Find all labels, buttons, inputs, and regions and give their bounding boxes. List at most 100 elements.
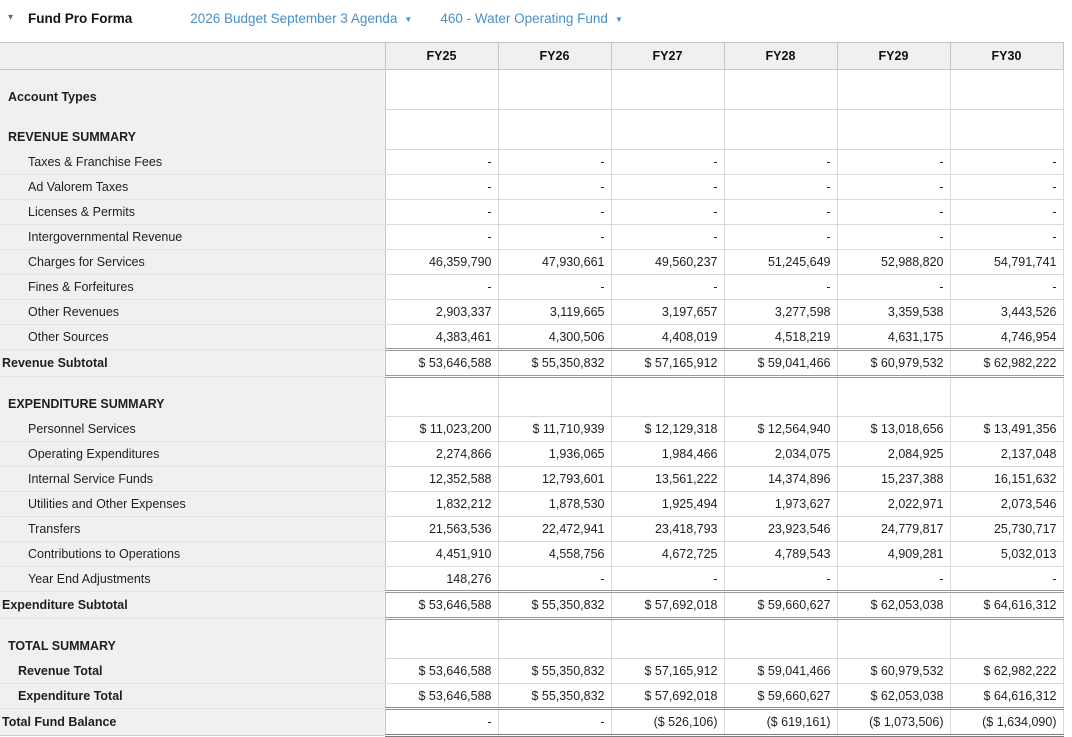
- cell-value: -: [497, 566, 612, 592]
- cell-value: -: [723, 224, 838, 250]
- cell-value: 4,383,461: [384, 324, 499, 350]
- cell-value: -: [610, 174, 725, 200]
- cell-value: -: [949, 274, 1064, 300]
- cell-value: $ 13,491,356: [949, 416, 1064, 442]
- table-row: Year End Adjustments 148,276- - - - -: [0, 566, 1064, 592]
- row-label: Operating Expenditures: [0, 441, 386, 467]
- cell-value: $ 11,710,939: [497, 416, 612, 442]
- cell-value: [949, 618, 1064, 659]
- cell-value: -: [384, 149, 499, 175]
- cell-value: [497, 109, 612, 150]
- row-label: Utilities and Other Expenses: [0, 491, 386, 517]
- cell-value: $ 62,982,222: [949, 348, 1064, 378]
- cell-value: 4,408,019: [610, 324, 725, 350]
- cell-value: -: [497, 274, 612, 300]
- collapse-arrow-icon[interactable]: ▾: [8, 12, 14, 23]
- cell-value: -: [723, 566, 838, 592]
- cell-value: -: [723, 174, 838, 200]
- cell-value: 2,034,075: [723, 441, 838, 467]
- cell-value: $ 60,979,532: [836, 658, 951, 684]
- budget-dropdown-label: 2026 Budget September 3 Agenda: [190, 10, 398, 26]
- cell-value: $ 59,041,466: [723, 348, 838, 378]
- cell-value: -: [610, 274, 725, 300]
- cell-value: $ 57,692,018: [610, 590, 725, 620]
- cell-value: 1,832,212: [384, 491, 499, 517]
- cell-value: 2,274,866: [384, 441, 499, 467]
- account-types-column-header: [0, 42, 386, 70]
- cell-value: -: [610, 199, 725, 225]
- cell-value: 4,451,910: [384, 541, 499, 567]
- cell-value: -: [836, 149, 951, 175]
- cell-value: [497, 69, 612, 110]
- cell-value: -: [836, 274, 951, 300]
- cell-value: $ 64,616,312: [949, 683, 1064, 710]
- cell-value: 4,909,281: [836, 541, 951, 567]
- cell-value: 3,197,657: [610, 299, 725, 325]
- cell-value: 4,672,725: [610, 541, 725, 567]
- budget-dropdown[interactable]: 2026 Budget September 3 Agenda ▼: [190, 11, 412, 26]
- table-row: TOTAL SUMMARY: [0, 618, 1064, 659]
- cell-value: 14,374,896: [723, 466, 838, 492]
- table-row: Other Revenues 2,903,337 3,119,665 3,197,65…: [0, 299, 1064, 325]
- cell-value: $ 12,129,318: [610, 416, 725, 442]
- fund-dropdown[interactable]: 460 - Water Operating Fund ▼: [440, 11, 623, 26]
- cell-value: 52,988,820: [836, 249, 951, 275]
- row-label: Charges for Services: [0, 249, 386, 275]
- table-row: Taxes & Franchise Fees - - - - - -: [0, 149, 1064, 175]
- cell-value: 2,903,337: [384, 299, 499, 325]
- row-label: Contributions to Operations: [0, 541, 386, 567]
- table-row: Operating Expenditures 2,274,866 1,936,065…: [0, 441, 1064, 467]
- table-row: Contributions to Operations 4,451,910 4,55…: [0, 541, 1064, 567]
- table-row: REVENUE SUMMARY: [0, 109, 1064, 150]
- cell-value: -: [949, 224, 1064, 250]
- cell-value: $ 64,616,312: [949, 590, 1064, 620]
- cell-value: -: [836, 224, 951, 250]
- table-row: Expenditure Subtotal $ 53,646,588 $ 55,350…: [0, 590, 1064, 620]
- fund-dropdown-label: 460 - Water Operating Fund: [440, 10, 608, 26]
- cell-value: $ 59,041,466: [723, 658, 838, 684]
- cell-value: 22,472,941: [497, 516, 612, 542]
- cell-value: 24,779,817: [836, 516, 951, 542]
- table-row: Charges for Services 46,359,790 47,930,661…: [0, 249, 1064, 275]
- table-row: Other Sources 4,383,461 4,300,506 4,408,019…: [0, 324, 1064, 350]
- row-label: Expenditure Total: [0, 683, 386, 709]
- cell-value: 148,276: [384, 566, 499, 592]
- table-row: Total Fund Balance - - ($ 526,106) ($ 619,16…: [0, 708, 1064, 737]
- cell-value: $ 53,646,588: [384, 348, 499, 378]
- row-label: EXPENDITURE SUMMARY: [0, 376, 386, 417]
- row-label: Account Types: [0, 69, 386, 110]
- row-label: Fines & Forfeitures: [0, 274, 386, 300]
- cell-value: 2,084,925: [836, 441, 951, 467]
- cell-value: -: [497, 149, 612, 175]
- table-row: Fines & Forfeitures - - - - - -: [0, 274, 1064, 300]
- cell-value: 2,022,971: [836, 491, 951, 517]
- cell-value: 3,443,526: [949, 299, 1064, 325]
- column-header-fy28: FY28: [723, 42, 838, 70]
- column-header-fy25: FY25: [384, 42, 499, 70]
- row-label: Year End Adjustments: [0, 566, 386, 592]
- cell-value: 4,558,756: [497, 541, 612, 567]
- cell-value: -: [949, 199, 1064, 225]
- table-row: Expenditure Total $ 53,646,588 $ 55,350,83…: [0, 683, 1064, 710]
- cell-value: [949, 376, 1064, 417]
- cell-value: -: [949, 149, 1064, 175]
- caret-down-icon: ▼: [614, 14, 623, 24]
- cell-value: 47,930,661: [497, 249, 612, 275]
- cell-value: -: [610, 149, 725, 175]
- cell-value: [384, 618, 499, 659]
- table-row: Utilities and Other Expenses 1,832,212 1,8…: [0, 491, 1064, 517]
- cell-value: [610, 618, 725, 659]
- cell-value: 12,793,601: [497, 466, 612, 492]
- cell-value: 4,789,543: [723, 541, 838, 567]
- cell-value: -: [723, 274, 838, 300]
- cell-value: [836, 618, 951, 659]
- cell-value: 4,746,954: [949, 324, 1064, 350]
- column-header-fy30: FY30: [949, 42, 1064, 70]
- cell-value: [723, 109, 838, 150]
- cell-value: $ 53,646,588: [384, 683, 499, 710]
- cell-value: ($ 1,073,506): [836, 708, 951, 737]
- row-label: Total Fund Balance: [0, 708, 386, 736]
- table-row: Account Types: [0, 69, 1064, 110]
- row-label: TOTAL SUMMARY: [0, 618, 386, 659]
- cell-value: 15,237,388: [836, 466, 951, 492]
